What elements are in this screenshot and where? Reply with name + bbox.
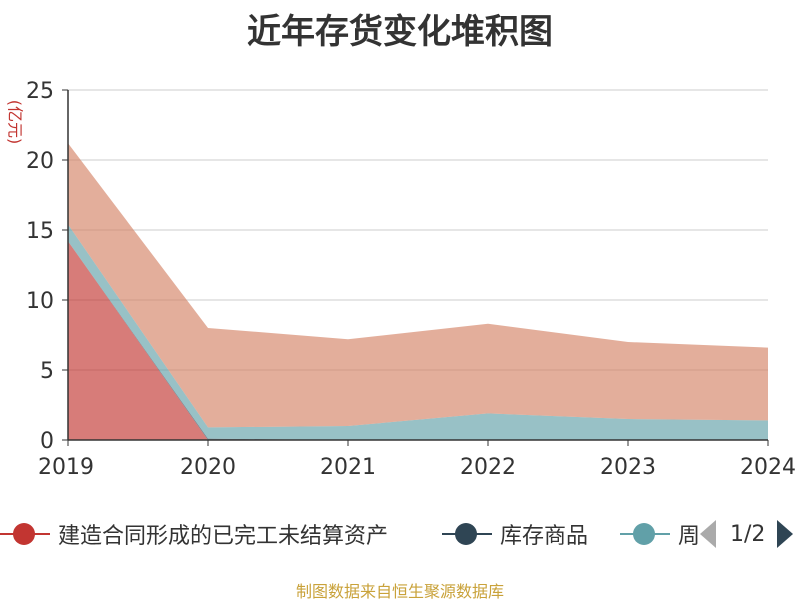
series-areas	[68, 143, 768, 440]
legend-marker-contract-assets	[0, 519, 50, 549]
legend-marker-dot	[633, 523, 655, 545]
legend-item-contract-assets[interactable]: 建造合同形成的已完工未结算资产	[0, 514, 388, 554]
y-tick-label: 20	[26, 149, 54, 174]
x-tick-label: 2024	[740, 455, 796, 480]
legend-marker-inventory-goods	[442, 519, 492, 549]
chart-title: 近年存货变化堆积图	[247, 12, 553, 52]
x-tick-label: 2023	[600, 455, 656, 480]
legend-marker-turnover-materials	[620, 519, 670, 549]
x-tick-label: 2019	[38, 455, 94, 480]
legend-marker-dot	[455, 523, 477, 545]
legend-item-inventory-goods[interactable]: 库存商品	[442, 514, 588, 554]
legend: 建造合同形成的已完工未结算资产 库存商品 周转材料	[0, 514, 800, 554]
y-tick-label: 5	[40, 359, 54, 384]
legend-pager: 1/2	[700, 514, 794, 554]
y-tick-label: 10	[26, 289, 54, 314]
series-area-0	[68, 241, 768, 440]
legend-label: 库存商品	[500, 524, 589, 549]
legend-marker-dot	[13, 523, 35, 545]
x-tick-label: 2020	[180, 455, 236, 480]
x-tick-label: 2021	[320, 455, 376, 480]
x-tick-label: 2022	[460, 455, 516, 480]
legend-label: 建造合同形成的已完工未结算资产	[58, 524, 389, 549]
legend-next-page-icon[interactable]	[777, 520, 794, 548]
series-area-3	[68, 143, 768, 428]
tick-labels: 0 5 10 15 20 25 2019 2020 2021 2022 2023 2024	[26, 79, 796, 480]
y-tick-label: 25	[26, 79, 54, 104]
data-source-note: 制图数据来自恒生聚源数据库	[295, 582, 504, 601]
legend-prev-page-icon[interactable]	[700, 520, 716, 548]
y-tick-label: 0	[40, 429, 54, 454]
legend-page-indicator: 1/2	[730, 521, 766, 547]
y-tick-label: 15	[26, 219, 54, 244]
axes	[62, 89, 769, 446]
